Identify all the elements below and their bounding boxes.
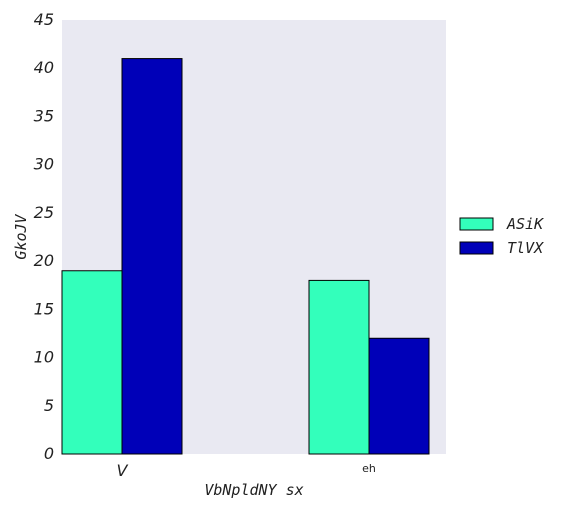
x-tick-label: eh	[362, 462, 376, 475]
bar-ASiK-V	[61, 270, 123, 455]
x-axis-label: VbNpldNY sx	[204, 481, 303, 499]
bar-ASiK-eh	[308, 279, 370, 455]
bar-TlVX-V	[121, 58, 183, 455]
legend-label: TlVX	[507, 239, 544, 257]
y-ticks: 0 5 10 15 20 25 30 35 40 45	[34, 10, 54, 463]
y-tick-label: 40	[34, 58, 54, 77]
y-tick-label: 35	[34, 106, 54, 125]
legend-label: ASiK	[506, 215, 544, 233]
legend: ASiK TlVX	[459, 215, 544, 257]
bars-group	[61, 58, 430, 455]
y-tick-label: 30	[34, 155, 54, 174]
y-tick-label: 45	[34, 10, 54, 29]
y-tick-label: 20	[34, 251, 54, 270]
legend-swatch	[459, 217, 494, 231]
y-tick-label: 15	[34, 299, 54, 318]
y-axis-label: GkoJV	[12, 213, 30, 259]
legend-swatch	[459, 241, 494, 255]
x-tick-label: V	[117, 461, 129, 480]
y-tick-label: 25	[34, 203, 54, 222]
y-tick-label: 0	[44, 444, 54, 463]
y-tick-label: 10	[34, 348, 54, 367]
bar-TlVX-eh	[368, 337, 430, 455]
y-tick-label: 5	[44, 396, 54, 415]
